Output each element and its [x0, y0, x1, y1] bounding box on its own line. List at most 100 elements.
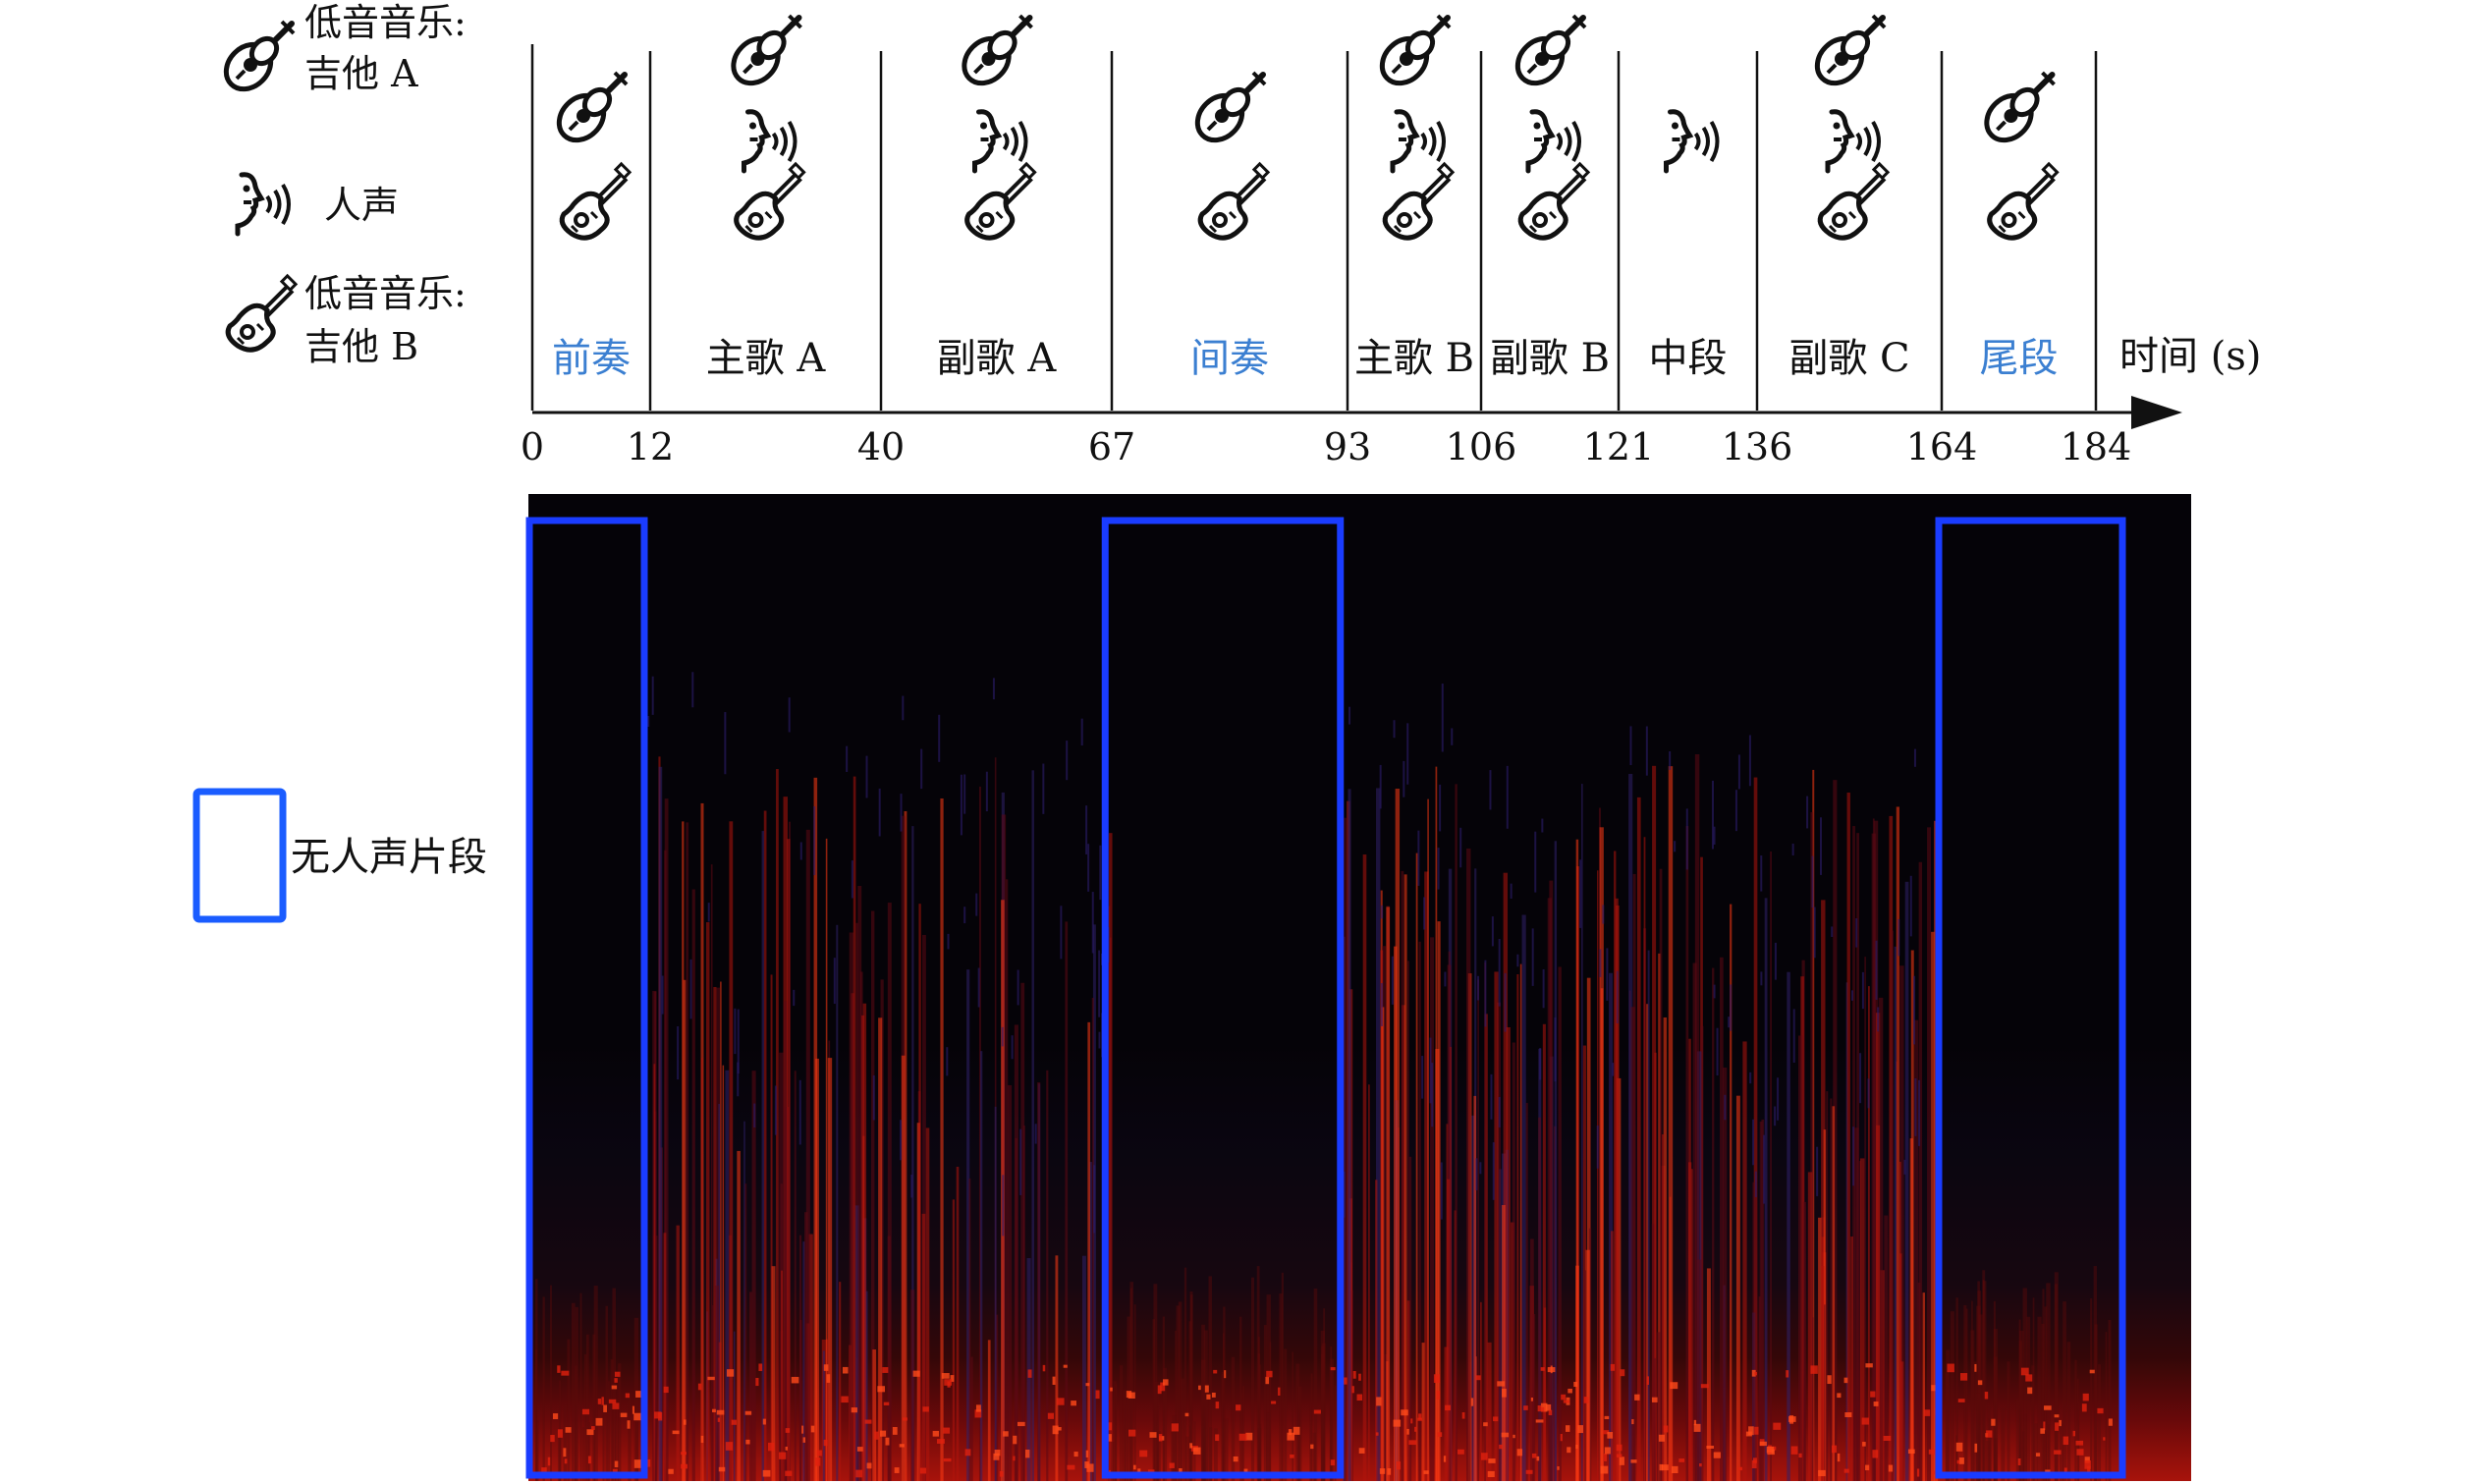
spectrogram-streak [1156, 1406, 1160, 1481]
spectrogram-high-speck [1599, 949, 1602, 977]
spectrogram-streak [1811, 1317, 1814, 1481]
spectrogram-streak [1221, 1371, 1224, 1481]
spectrogram-streak [1687, 1162, 1692, 1481]
spectrogram-bright-speck [1132, 1464, 1136, 1470]
spectrogram-streak [1256, 1266, 1260, 1481]
spectrogram-bright-speck [1013, 1456, 1016, 1461]
spectrogram-bright-speck [1027, 1369, 1032, 1378]
spectrogram-bright-speck [1540, 1406, 1545, 1412]
spectrogram-high-speck [1734, 790, 1737, 832]
spectrogram-streak [1250, 1277, 1255, 1481]
spectrogram-streak [1646, 1004, 1649, 1481]
spectrogram-bright-speck [1790, 1446, 1798, 1455]
spectrogram-streak [1512, 1042, 1515, 1481]
spectrogram-streak [1321, 1346, 1325, 1481]
spectrogram-bright-speck [883, 1402, 890, 1405]
time-tick-label: 40 [857, 425, 905, 468]
spectrogram-bright-speck [1110, 1387, 1113, 1392]
acoustic-guitar-icon [956, 16, 1032, 92]
spectrogram-streak [1636, 797, 1641, 1481]
spectrogram-bright-speck [1086, 1463, 1094, 1472]
spectrogram-bright-speck [1211, 1392, 1216, 1398]
spectrogram-streak [904, 810, 908, 1481]
spectrogram-bright-speck [1974, 1443, 1978, 1453]
spectrogram-bright-speck [1634, 1394, 1640, 1401]
spectrogram-streak [581, 1427, 584, 1481]
spectrogram-streak [612, 1288, 617, 1481]
spectrogram-streak [550, 1285, 552, 1481]
spectrogram-streak [1978, 1314, 1983, 1481]
electric-guitar-icon [1820, 164, 1888, 238]
spectrogram-bright-speck [758, 1363, 763, 1371]
spectrogram-bright-speck [716, 1409, 725, 1415]
spectrogram-bright-speck [1600, 1465, 1609, 1474]
spectrogram-streak [1046, 1070, 1049, 1481]
spectrogram-streak [1700, 1025, 1704, 1481]
spectrogram-high-speck [1606, 948, 1609, 1001]
spectrogram-bright-speck [2081, 1403, 2087, 1412]
spectrogram-bright-speck [974, 1409, 982, 1418]
spectrogram-bright-speck [1699, 1462, 1702, 1467]
spectrogram-high-speck [1042, 763, 1045, 814]
spectrogram-streak [676, 1225, 680, 1481]
spectrogram-high-speck [1002, 1175, 1005, 1237]
spectrogram-streak [1575, 1265, 1579, 1481]
spectrogram-streak [1129, 1288, 1132, 1481]
spectrogram-high-speck [1459, 827, 1462, 868]
spectrogram-streak [787, 839, 791, 1481]
spectrogram-bright-speck [1659, 1463, 1664, 1471]
spectrogram-bright-speck [1067, 1464, 1075, 1470]
spectrogram-streak [1323, 1308, 1326, 1481]
spectrogram-bright-speck [1631, 1418, 1634, 1425]
spectrogram-bright-speck [1523, 1405, 1528, 1410]
spectrogram-bright-speck [2087, 1465, 2091, 1473]
spectrogram-high-speck [1898, 918, 1900, 957]
spectrogram-streak [733, 1331, 736, 1481]
spectrogram-streak [1723, 1067, 1728, 1481]
spectrogram-bright-speck [1713, 1452, 1721, 1458]
spectrogram-bright-speck [1128, 1392, 1135, 1400]
spectrogram-bright-speck [1788, 1415, 1794, 1424]
spectrogram-high-speck [1792, 1009, 1795, 1064]
spectrogram-high-speck [1685, 808, 1688, 870]
spectrogram-bright-speck [1013, 1435, 1018, 1445]
spectrogram-bright-speck [1537, 1404, 1542, 1412]
spectrogram-streak [1005, 879, 1009, 1481]
spectrogram-bright-speck [1535, 1419, 1544, 1423]
spectrogram-bright-speck [2027, 1387, 2033, 1395]
spectrogram-streak [1982, 1270, 1986, 1481]
spectrogram-high-speck [1760, 855, 1763, 892]
spectrogram-bright-speck [620, 1412, 628, 1417]
spectrogram-bright-speck [1548, 1409, 1553, 1415]
spectrogram-bright-speck [1085, 1383, 1090, 1387]
spectrogram-streak [1178, 1301, 1182, 1481]
electric-guitar-icon [1200, 164, 1268, 238]
spectrogram-high-speck [1748, 735, 1751, 787]
spectrogram-bright-speck [943, 1427, 951, 1434]
spectrogram-bright-speck [815, 1457, 821, 1466]
spectrogram-bright-speck [1565, 1425, 1570, 1432]
spectrogram-bright-speck [1192, 1447, 1201, 1455]
spectrogram-bright-speck [1266, 1370, 1273, 1378]
spectrogram-bright-speck [1610, 1363, 1616, 1371]
spectrogram-bright-speck [1658, 1434, 1665, 1442]
spectrogram-bright-speck [2054, 1414, 2060, 1418]
spectrogram-bright-speck [1352, 1370, 1356, 1379]
spectrogram-bright-speck [1955, 1442, 1963, 1452]
spectrogram-bright-speck [717, 1417, 721, 1422]
spectrogram-bright-speck [1831, 1445, 1838, 1454]
spectrogram-high-speck [865, 755, 868, 798]
spectrogram-streak [770, 974, 773, 1481]
spectrogram-bright-speck [2082, 1393, 2089, 1402]
spectrogram-streak [2062, 1301, 2066, 1481]
spectrogram-bright-speck [816, 1450, 822, 1457]
spectrogram-streak [2032, 1297, 2035, 1481]
spectrogram-streak [1538, 1117, 1541, 1481]
time-tick-label: 164 [1906, 425, 1978, 468]
spectrogram-bright-speck [1959, 1373, 1968, 1381]
spectrogram-streak [1976, 1393, 1980, 1481]
spectrogram-streak [1407, 961, 1409, 1481]
spectrogram-streak [1586, 977, 1591, 1481]
spectrogram-high-speck [798, 1079, 801, 1145]
spectrogram-high-speck [1391, 956, 1394, 1005]
